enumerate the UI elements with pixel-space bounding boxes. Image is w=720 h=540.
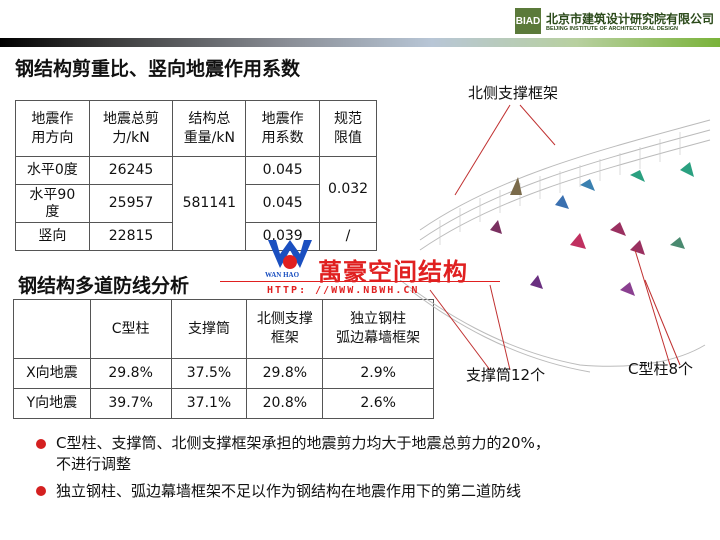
cell: 39.7% xyxy=(89,388,172,419)
table-row: 水平90 度 25957 0.045 xyxy=(15,184,377,223)
org-name-en: BEIJING INSTITUTE OF ARCHITECTURAL DESIG… xyxy=(546,26,679,32)
bullet-icon xyxy=(36,439,46,449)
structure-model-figure xyxy=(399,104,711,373)
bullet-text: C型柱、支撑筒、北侧支撑框架承担的地震剪力均大于地震总剪力的20%， 不进行调整 xyxy=(56,434,550,473)
defense-line-table: C型柱 支撑筒 北侧支撑 框架 独立钢柱 弧边幕墙框架 X向地震 29.8% 3… xyxy=(13,299,434,419)
north-brace-frame xyxy=(399,119,711,373)
header-cell: C型柱 xyxy=(89,299,172,359)
cell-limit: 0.032 xyxy=(319,156,377,223)
bullet-icon xyxy=(36,486,46,496)
label-north-frame: 北侧支撑框架 xyxy=(468,84,559,102)
annotation-arrows xyxy=(429,104,681,371)
cell: 22815 xyxy=(88,222,174,251)
cell-weight: 581141 xyxy=(172,156,247,251)
watermark-url: HTTP: //WWW.NBWH.CN xyxy=(267,285,420,296)
cell: 25957 xyxy=(88,184,174,223)
c-columns xyxy=(490,162,694,296)
biad-logo: BIAD xyxy=(515,8,541,34)
cell: 2.6% xyxy=(322,388,434,419)
cell: 29.8% xyxy=(89,358,172,389)
header-cell: 结构总 重量/kN xyxy=(172,100,247,157)
header-cell: 地震作 用系数 xyxy=(245,100,321,157)
header-gradient-bar xyxy=(0,38,720,47)
table-row: Y向地震 39.7% 37.1% 20.8% 2.6% xyxy=(13,388,434,419)
section1-title: 钢结构剪重比、竖向地震作用系数 xyxy=(15,58,301,80)
cell: 26245 xyxy=(88,156,174,185)
cell: 0.045 xyxy=(245,156,321,185)
header-cell: 支撑筒 xyxy=(170,299,248,359)
cell: 水平90 度 xyxy=(15,184,90,223)
org-name-cn: 北京市建筑设计研究院有限公司 xyxy=(546,12,715,26)
cell: Y向地震 xyxy=(13,388,91,419)
label-core-tubes: 支撑筒12个 xyxy=(466,366,546,384)
header-cell: 独立钢柱 弧边幕墙框架 xyxy=(322,299,434,359)
cell: 37.1% xyxy=(170,388,248,419)
header-cell: 地震作 用方向 xyxy=(15,100,90,157)
cell: 2.9% xyxy=(322,358,434,389)
cell: 37.5% xyxy=(170,358,248,389)
label-c-columns: C型柱8个 xyxy=(628,360,694,378)
cell: / xyxy=(319,222,377,251)
bullet-text: 独立钢柱、弧边幕墙框架不足以作为钢结构在地震作用下的第二道防线 xyxy=(56,482,522,500)
wanhao-logo-icon xyxy=(268,240,312,269)
cell: 29.8% xyxy=(246,358,324,389)
cell: X向地震 xyxy=(13,358,91,389)
header-cell: 北侧支撑 框架 xyxy=(246,299,324,359)
table-row: 水平0度 26245 581141 0.045 0.032 xyxy=(15,156,377,251)
cell: 水平0度 xyxy=(15,156,90,185)
watermark-latin: WAN HAO xyxy=(265,271,300,279)
cell: 20.8% xyxy=(246,388,324,419)
watermark-line xyxy=(220,281,500,282)
header-cell xyxy=(13,299,91,359)
table-row: X向地震 29.8% 37.5% 29.8% 2.9% xyxy=(13,358,434,389)
table-row: 竖向 22815 0.039 / xyxy=(15,222,377,251)
section2-title: 钢结构多道防线分析 xyxy=(18,275,190,297)
header-cell: 规范 限值 xyxy=(319,100,377,157)
cell: 竖向 xyxy=(15,222,90,251)
cell: 0.045 xyxy=(245,184,321,223)
header-cell: 地震总剪 力/kN xyxy=(88,100,174,157)
shear-weight-table: 地震作 用方向 地震总剪 力/kN 结构总 重量/kN 地震作 用系数 规范 限… xyxy=(15,100,377,251)
